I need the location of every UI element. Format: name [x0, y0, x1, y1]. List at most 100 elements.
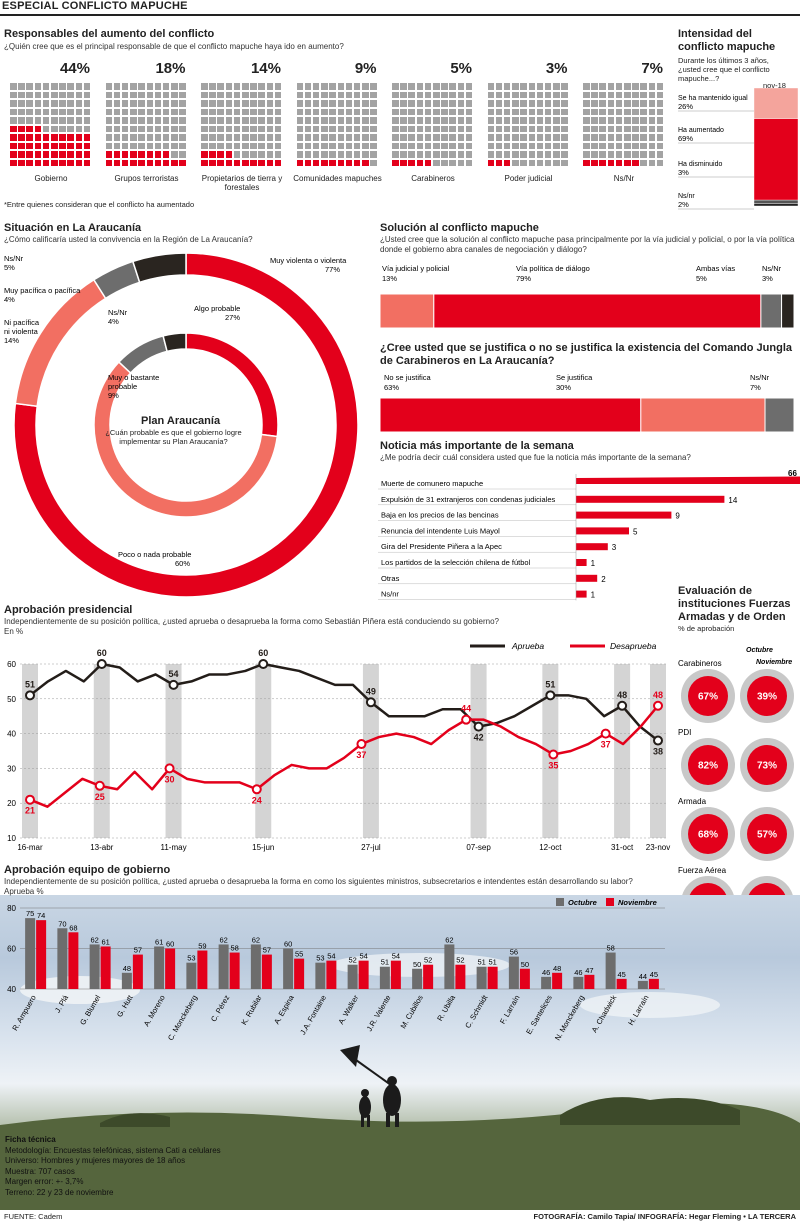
waffle-cell: [544, 125, 552, 133]
waffle-cell: [591, 125, 598, 133]
waffle-cell: [225, 134, 233, 141]
waffle-cell: [250, 151, 257, 158]
waffle-cell: [656, 125, 664, 133]
comando-label: Ns/Nr: [750, 373, 770, 382]
waffle-cell: [512, 159, 519, 167]
waffle-cell: [138, 91, 145, 99]
waffle-cell: [400, 108, 407, 116]
waffle-cell: [433, 125, 440, 133]
waffle-cell: [408, 100, 415, 107]
waffle-cell: [615, 159, 623, 167]
waffle-cell: [512, 91, 519, 99]
waffle-cell: [304, 142, 312, 150]
institucion-pct: 82%: [698, 761, 718, 772]
data-label: 54: [169, 669, 179, 679]
institucion-pct: 57%: [757, 830, 777, 841]
waffle-cell: [536, 108, 544, 116]
waffle-cell: [34, 100, 42, 107]
waffle-cell: [83, 91, 91, 99]
bar-label: 53: [316, 954, 324, 963]
waffle-cell: [130, 83, 137, 90]
waffle-cell: [75, 117, 83, 124]
instituciones-title: Evaluación de instituciones Fuerzas Arma…: [678, 585, 791, 623]
waffle-cell: [345, 91, 353, 99]
waffle-cell: [274, 83, 282, 90]
waffle-cell: [615, 151, 623, 158]
waffle-cell: [113, 117, 121, 124]
waffle-cell: [312, 108, 320, 116]
waffle-cell: [503, 117, 511, 124]
waffle-cell: [105, 159, 113, 167]
aprobacion-unit: En %: [4, 627, 24, 636]
waffle-cell: [536, 100, 544, 107]
waffle-cell: [26, 100, 33, 107]
waffle-cell: [520, 83, 527, 90]
waffle-cell: [321, 151, 328, 158]
waffle-cell: [583, 151, 590, 158]
waffle-cell: [162, 117, 170, 124]
bar: [121, 972, 132, 989]
bar-label: 57: [134, 946, 142, 955]
bar-label: 53: [187, 954, 195, 963]
waffle-cell: [250, 91, 257, 99]
waffle-cell: [59, 134, 66, 141]
waffle-cell: [42, 159, 50, 167]
waffle-cell: [457, 100, 465, 107]
waffle-cell: [113, 91, 121, 99]
waffle-cell: [138, 142, 145, 150]
bar: [100, 946, 111, 989]
waffle-cell: [26, 142, 33, 150]
waffle-cell: [553, 134, 560, 141]
waffle-cell: [465, 142, 473, 150]
waffle-cell: [171, 151, 178, 158]
waffle-label: Propietarios de tierra y forestales: [201, 174, 283, 192]
bar-label: 45: [650, 970, 658, 979]
waffle-cell: [67, 117, 74, 124]
waffle-cell: [304, 108, 312, 116]
waffle-cell: [520, 117, 527, 124]
waffle-cell: [487, 117, 495, 124]
waffle-cell: [591, 151, 598, 158]
waffle-label: Gobierno: [34, 174, 68, 183]
waffle-cell: [75, 125, 83, 133]
waffle-cell: [233, 100, 241, 107]
waffle-cell: [528, 125, 536, 133]
responsables-note: *Entre quienes consideran que el conflic…: [4, 200, 195, 209]
plan-title: Plan Araucanía: [141, 415, 221, 427]
waffle-cell: [154, 91, 162, 99]
waffle-cell: [233, 83, 241, 90]
waffle-cell: [457, 159, 465, 167]
intensidad-pct: 26%: [678, 102, 693, 111]
waffle-cell: [345, 125, 353, 133]
waffle-cell: [250, 100, 257, 107]
waffle-cell: [121, 159, 129, 167]
data-label: 51: [25, 679, 35, 689]
waffle-cell: [242, 142, 249, 150]
legend-label: Noviembre: [756, 659, 792, 666]
waffle-cell: [225, 125, 233, 133]
waffle-cell: [329, 91, 336, 99]
waffle-cell: [599, 125, 606, 133]
waffle-cell: [370, 151, 377, 158]
bar-label: 51: [477, 958, 485, 967]
waffle-cell: [146, 117, 154, 124]
waffle-cell: [225, 117, 233, 124]
bar: [605, 952, 616, 989]
waffle-cell: [146, 159, 154, 167]
footer-source: FUENTE: Cadem: [4, 1212, 63, 1221]
y-tick-label: 20: [7, 799, 16, 808]
noticia-label: Ns/nr: [381, 590, 399, 599]
waffle-cell: [599, 117, 606, 124]
responsables-question: ¿Quién cree que es el principal responsa…: [4, 42, 344, 51]
tick-band: [470, 664, 487, 838]
waffle-cell: [337, 117, 345, 124]
bar-label: 54: [392, 952, 400, 961]
waffle-cell: [146, 83, 154, 90]
data-label: 37: [356, 750, 366, 760]
bar: [648, 978, 659, 989]
ficha-line: Margen error: +- 3,7%: [5, 1177, 84, 1186]
waffle-cell: [266, 83, 274, 90]
waffle-cell: [615, 100, 623, 107]
aprobacion-line-chart: 10 20 30 40 50 60 16-mar 13-abr 11-may 15-jun 27-j…: [7, 641, 670, 852]
waffle-cell: [408, 159, 415, 167]
